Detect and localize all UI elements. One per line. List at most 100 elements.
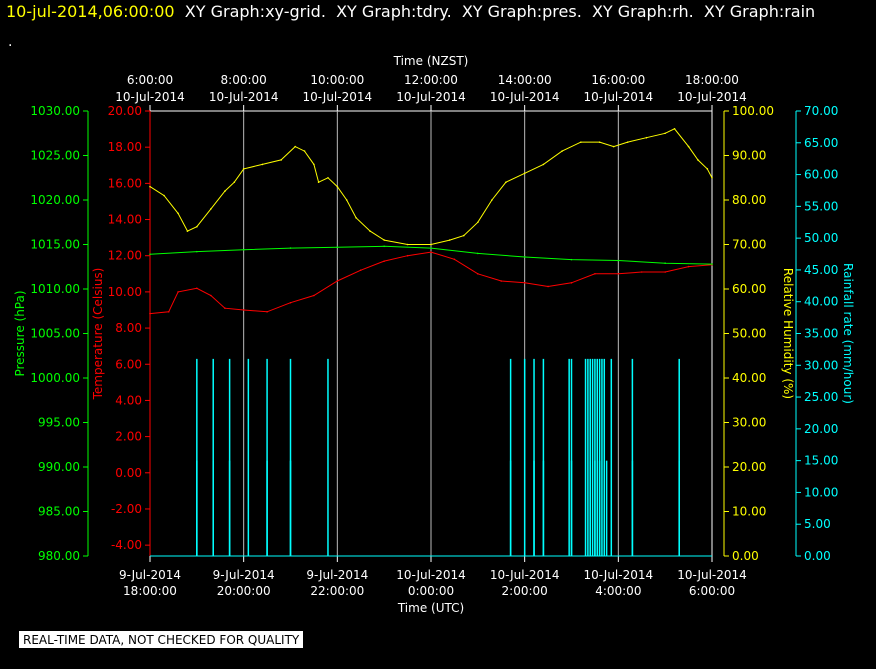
series-temperature-point	[664, 271, 666, 273]
humidity-tick-label: 70.00	[732, 238, 766, 252]
series-humidity-point	[369, 230, 371, 232]
pressure-tick-label: 1030.00	[30, 104, 80, 118]
rain-tick-label: 55.00	[804, 199, 838, 213]
temperature-tick-label: 18.00	[108, 140, 142, 154]
series-humidity-point	[477, 221, 479, 224]
rain-tick-label: 15.00	[804, 454, 838, 468]
series-humidity-line	[149, 128, 713, 245]
series-humidity-point	[224, 190, 226, 192]
top-tick-time: 8:00:00	[221, 73, 267, 87]
bottom-tick-time: 22:00:00	[310, 584, 364, 598]
pressure-tick-label: 995.00	[38, 416, 80, 430]
rain-tick-label: 70.00	[804, 104, 838, 118]
series-humidity-point	[406, 243, 409, 246]
header-timestamp: 10-jul-2014,06:00:00	[6, 2, 175, 21]
temperature-tick-label: 0.00	[115, 466, 142, 480]
series-humidity-point	[706, 168, 709, 170]
series-humidity-point	[448, 239, 451, 241]
top-tick-date: 10-Jul-2014	[303, 90, 373, 104]
series-pressure-point	[664, 262, 666, 264]
series-temperature-point	[477, 273, 479, 275]
series-temperature-point	[336, 280, 339, 282]
series-humidity-point	[261, 163, 264, 166]
series-pressure-point	[711, 263, 713, 265]
quality-notice: REAL-TIME DATA, NOT CHECKED FOR QUALITY	[19, 631, 304, 648]
top-axis-label: Time (NZST)	[393, 54, 469, 68]
rain-tick-label: 65.00	[804, 136, 838, 150]
bottom-tick-date: 10-Jul-2014	[396, 568, 466, 582]
top-tick-time: 18:00:00	[685, 73, 739, 87]
temperature-tick-label: 6.00	[115, 357, 142, 371]
series-humidity-point	[430, 243, 432, 246]
rain-tick-label: 5.00	[804, 517, 831, 531]
rain-tick-label: 35.00	[804, 327, 838, 341]
series-temperature-point	[167, 310, 170, 313]
series-humidity-point	[327, 176, 329, 179]
pressure-tick-label: 1015.00	[30, 238, 80, 252]
temperature-tick-label: -2.00	[111, 502, 142, 516]
bottom-tick-time: 4:00:00	[595, 584, 641, 598]
top-tick-date: 10-Jul-2014	[396, 90, 466, 104]
temperature-tick-label: 12.00	[108, 249, 142, 263]
series-temperature-point	[289, 301, 292, 304]
rain-tick-label: 10.00	[804, 485, 838, 499]
top-tick-time: 14:00:00	[498, 73, 552, 87]
header-dot: .	[8, 34, 13, 50]
series-humidity-point	[505, 181, 507, 183]
series-temperature-point	[242, 309, 245, 311]
top-tick-date: 10-Jul-2014	[209, 90, 279, 104]
series-humidity-point	[280, 159, 282, 161]
pressure-tick-label: 990.00	[38, 460, 80, 474]
series-pressure-point	[149, 253, 151, 256]
series-humidity-point	[196, 225, 198, 228]
top-tick-date: 10-Jul-2014	[584, 90, 654, 104]
temperature-tick-label: 4.00	[115, 393, 142, 407]
series-humidity-point	[210, 208, 212, 210]
pressure-tick-label: 1010.00	[30, 282, 80, 296]
series-temperature-point	[547, 285, 549, 288]
series-humidity-point	[580, 141, 582, 143]
series-humidity-point	[462, 234, 465, 237]
humidity-tick-label: 60.00	[732, 282, 766, 296]
series-humidity-point	[523, 172, 526, 175]
temperature-tick-label: 10.00	[108, 285, 142, 299]
bottom-tick-date: 10-Jul-2014	[584, 568, 654, 582]
humidity-tick-label: 50.00	[732, 327, 766, 341]
series-temperature-point	[177, 291, 179, 293]
series-temperature-point	[594, 273, 596, 275]
series-humidity-point	[542, 163, 545, 166]
temperature-tick-label: 2.00	[115, 430, 142, 444]
series-humidity-point	[149, 185, 151, 188]
rain-tick-label: 20.00	[804, 422, 838, 436]
top-tick-time: 10:00:00	[310, 73, 364, 87]
series-humidity-point	[355, 217, 357, 219]
humidity-tick-label: 40.00	[732, 371, 766, 385]
series-humidity-point	[313, 163, 315, 166]
rain-tick-label: 30.00	[804, 358, 838, 372]
humidity-tick-label: 20.00	[732, 460, 766, 474]
series-humidity-point	[491, 199, 493, 201]
pressure-axis-label: Pressure (hPa)	[13, 290, 27, 376]
temperature-tick-label: 16.00	[108, 176, 142, 190]
series-temperature-point	[210, 294, 212, 297]
series-humidity-point	[177, 212, 179, 215]
humidity-tick-label: 30.00	[732, 416, 766, 430]
series-humidity-point	[294, 145, 296, 148]
series-humidity-point	[561, 150, 563, 152]
series-humidity-point	[233, 181, 236, 183]
series-temperature-point	[570, 282, 573, 284]
series-humidity-point	[626, 141, 629, 143]
rain-tick-label: 45.00	[804, 263, 838, 277]
top-tick-date: 10-Jul-2014	[490, 90, 560, 104]
temperature-tick-label: 8.00	[115, 321, 142, 335]
temperature-tick-label: -4.00	[111, 538, 142, 552]
series-temperature-point	[523, 282, 526, 284]
series-pressure-point	[383, 245, 385, 248]
temperature-axis-label: Temperature (Celsius)	[91, 268, 105, 401]
top-tick-time: 12:00:00	[404, 73, 458, 87]
series-pressure-point	[242, 249, 245, 251]
humidity-tick-label: 90.00	[732, 149, 766, 163]
humidity-tick-label: 100.00	[732, 104, 774, 118]
chart-header: 10-jul-2014,06:00:00 XY Graph:xy-grid. X…	[6, 2, 815, 21]
bottom-tick-time: 0:00:00	[408, 584, 454, 598]
